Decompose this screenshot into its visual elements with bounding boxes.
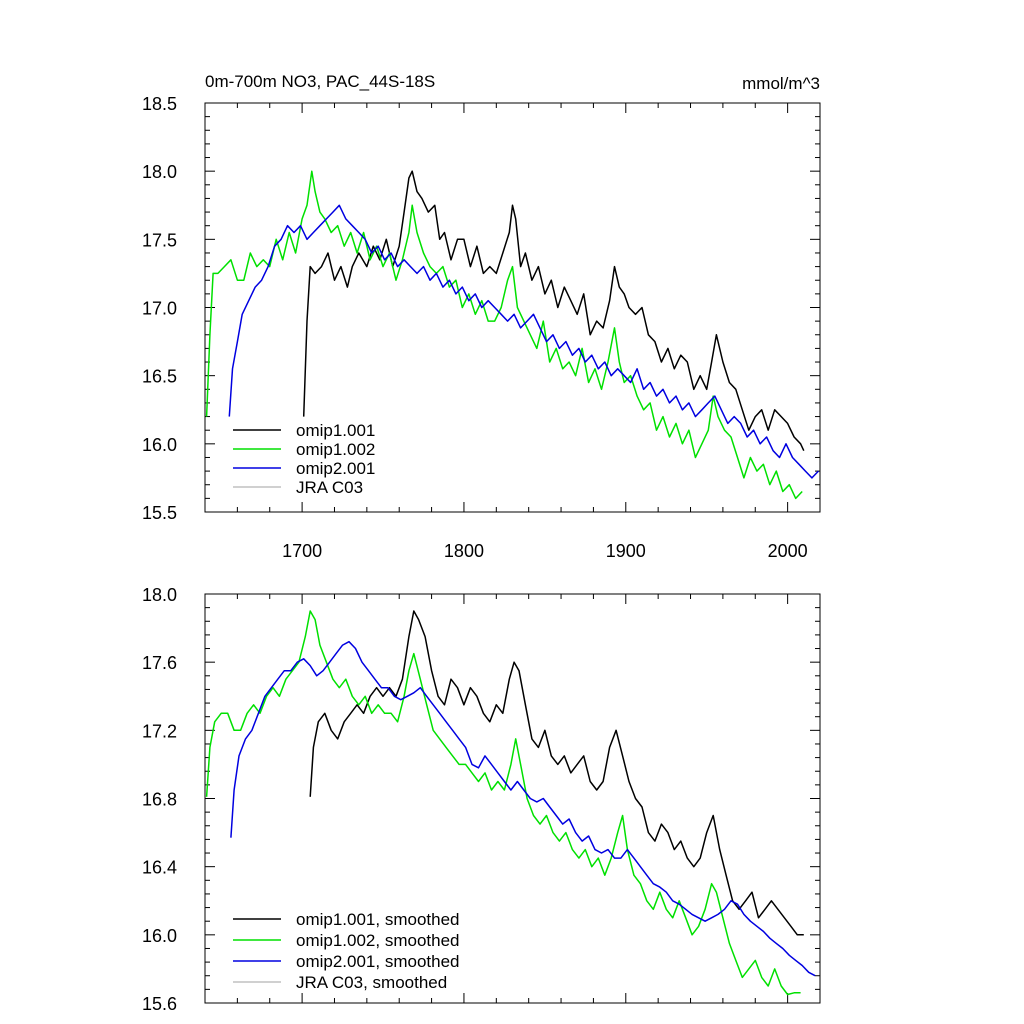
y-tick-label: 17.0 [142, 299, 177, 319]
legend-label: omip1.002 [296, 440, 375, 459]
y-tick-label: 17.6 [142, 653, 177, 673]
legend-label: JRA C03 [296, 478, 363, 497]
y-tick-label: 18.0 [142, 162, 177, 182]
y-tick-label: 18.0 [142, 585, 177, 605]
y-tick-label: 17.5 [142, 230, 177, 250]
y-tick-label: 18.5 [142, 94, 177, 114]
y-tick-label: 17.2 [142, 721, 177, 741]
y-tick-label: 15.6 [142, 994, 177, 1014]
y-tick-label: 16.5 [142, 367, 177, 387]
legend-label: omip1.001 [296, 421, 375, 440]
y-tick-label: 16.0 [142, 435, 177, 455]
top-panel: 0m-700m NO3, PAC_44S-18S mmol/m^3 1700 1800… [142, 72, 821, 561]
legend-label: JRA C03, smoothed [296, 973, 447, 992]
series-line-omip1-002 [205, 170, 803, 500]
y-tick-label: 16.0 [142, 926, 177, 946]
legend-label: omip1.002, smoothed [296, 931, 460, 950]
x-tick-label: 2000 [768, 541, 808, 561]
series-line-omip2-001 [228, 204, 819, 479]
series-line-omip1-002-smoothed [205, 610, 801, 996]
x-tick-label: 1900 [606, 541, 646, 561]
units-label: mmol/m^3 [742, 74, 820, 93]
bottom-panel: 15.6 16.0 16.4 16.8 17.2 17.6 18.0 omip1.001, s… [142, 585, 821, 1014]
y-tick-label: 16.8 [142, 790, 177, 810]
series-line-omip2-001-smoothed [230, 640, 816, 977]
series-line-omip1-001 [302, 170, 805, 452]
y-tick-label: 16.4 [142, 858, 177, 878]
y-tick-label: 15.5 [142, 503, 177, 523]
legend-label: omip1.001, smoothed [296, 910, 460, 929]
legend-label: omip2.001 [296, 459, 375, 478]
x-tick-label: 1800 [444, 541, 484, 561]
legend-label: omip2.001, smoothed [296, 952, 460, 971]
chart-title: 0m-700m NO3, PAC_44S-18S [205, 72, 435, 91]
series-line-omip1-001-smoothed [309, 610, 804, 936]
x-tick-label: 1700 [282, 541, 322, 561]
